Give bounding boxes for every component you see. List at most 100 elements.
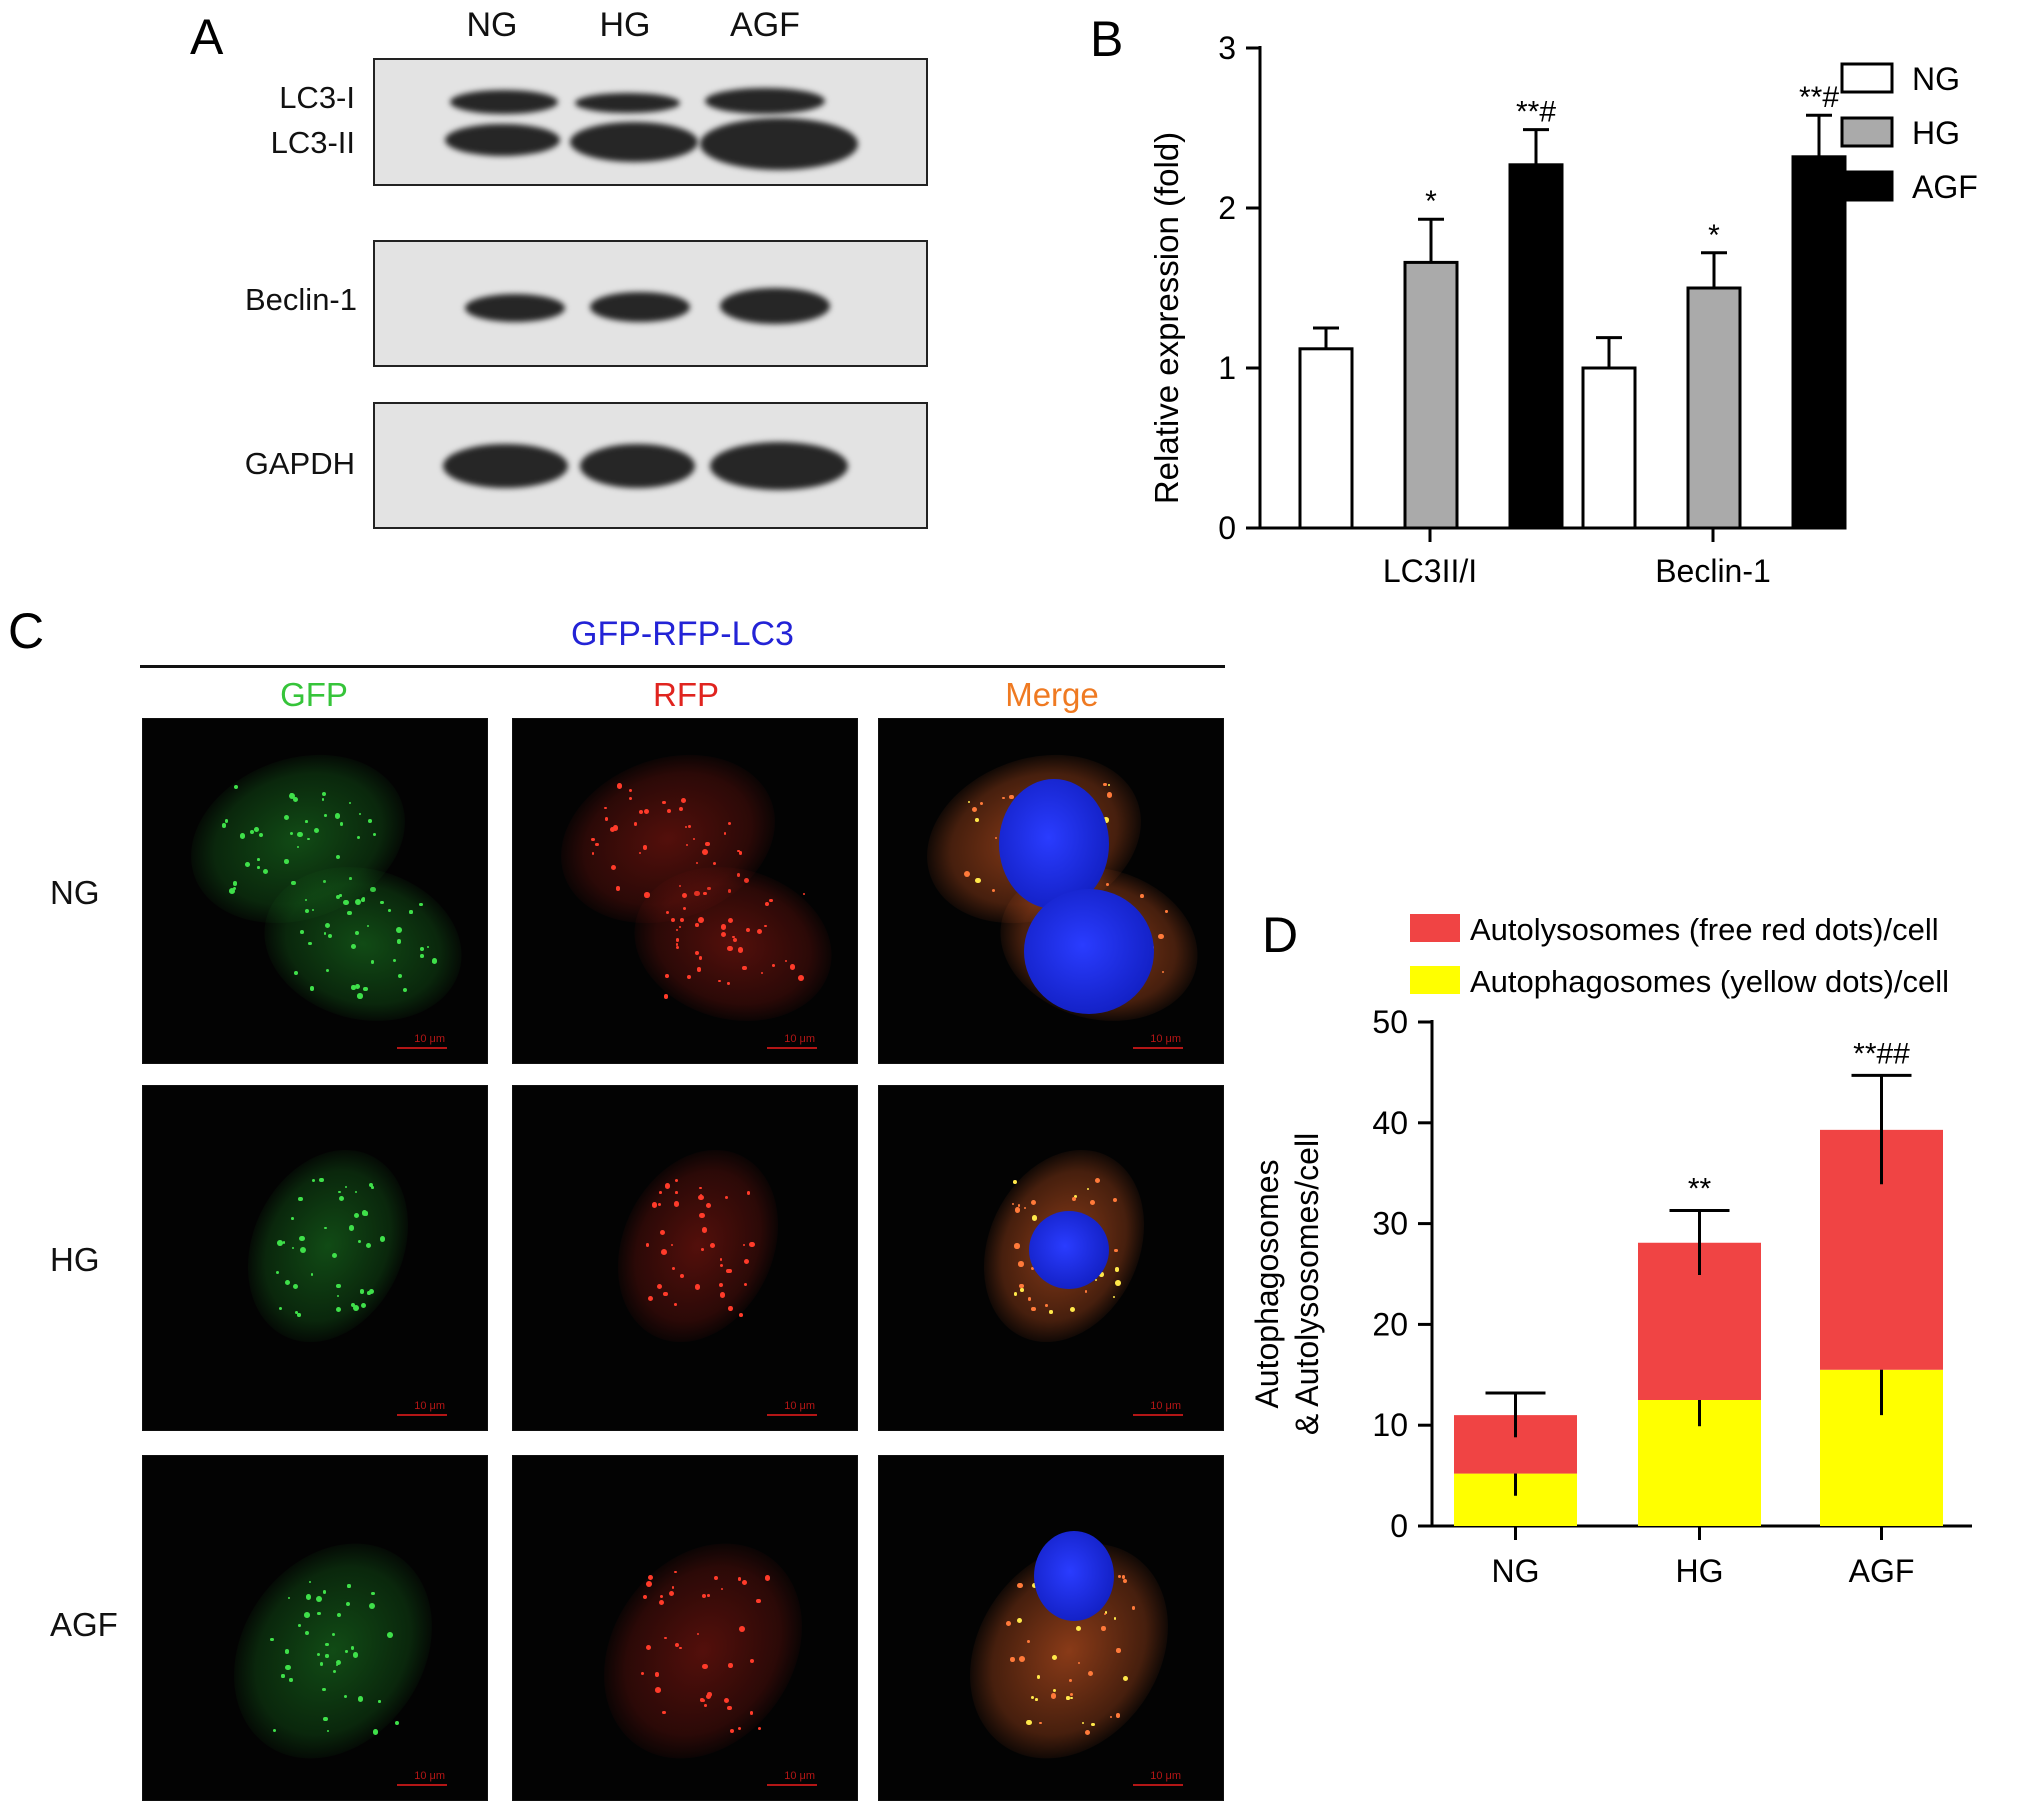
puncta	[675, 943, 679, 946]
puncta	[1103, 1612, 1107, 1616]
blot-gapdh	[373, 402, 928, 529]
puncta	[311, 1273, 314, 1276]
puncta	[706, 1202, 711, 1208]
puncta	[979, 801, 983, 805]
puncta	[591, 837, 595, 842]
puncta	[1113, 1617, 1117, 1620]
puncta	[284, 814, 290, 820]
puncta	[1018, 1261, 1024, 1267]
puncta	[348, 801, 352, 805]
puncta	[355, 984, 361, 990]
puncta	[681, 892, 687, 898]
puncta	[967, 801, 971, 804]
scale-bar	[767, 1784, 817, 1786]
puncta	[1045, 1304, 1048, 1307]
puncta	[720, 931, 727, 937]
puncta	[257, 866, 260, 869]
puncta	[299, 1247, 306, 1254]
puncta	[394, 1721, 400, 1726]
puncta	[312, 1178, 316, 1182]
puncta	[728, 1306, 733, 1312]
puncta	[666, 808, 672, 814]
puncta	[1165, 910, 1168, 913]
band	[443, 444, 568, 488]
y-tick-label: 20	[1372, 1306, 1408, 1342]
puncta	[319, 1177, 324, 1182]
puncta	[694, 950, 700, 956]
puncta	[270, 1637, 274, 1642]
micrograph: 10 μm	[512, 1455, 858, 1801]
puncta	[233, 881, 238, 886]
puncta	[1051, 1693, 1057, 1699]
puncta	[772, 964, 775, 968]
puncta	[724, 832, 727, 835]
puncta	[299, 1235, 305, 1242]
puncta	[305, 820, 308, 823]
puncta	[591, 852, 594, 855]
puncta	[233, 785, 238, 790]
puncta	[720, 924, 727, 930]
puncta	[658, 1600, 664, 1606]
puncta	[317, 1611, 321, 1616]
puncta	[262, 868, 269, 875]
puncta	[370, 1185, 374, 1189]
puncta	[1158, 933, 1164, 940]
puncta	[1027, 1297, 1032, 1301]
puncta	[379, 1235, 386, 1242]
puncta	[359, 812, 362, 815]
puncta	[272, 1729, 276, 1733]
legend-swatch	[1410, 914, 1460, 942]
puncta	[284, 1664, 291, 1671]
puncta	[728, 917, 734, 923]
band-label-beclin-1: Beclin-1	[245, 282, 357, 317]
puncta	[380, 900, 384, 905]
puncta	[610, 826, 616, 832]
panel-label-a: A	[190, 9, 224, 65]
puncta	[366, 1242, 372, 1249]
puncta	[647, 1295, 654, 1302]
puncta	[1106, 792, 1113, 798]
puncta	[336, 1283, 341, 1289]
puncta	[662, 1710, 666, 1715]
band	[570, 122, 698, 162]
puncta	[743, 1282, 748, 1287]
scale-bar-label: 10 μm	[414, 1400, 445, 1412]
puncta	[604, 817, 609, 821]
puncta	[1087, 1671, 1094, 1677]
significance-label: **	[1688, 1172, 1712, 1205]
nucleus	[1034, 1531, 1114, 1621]
puncta	[331, 1633, 336, 1637]
puncta	[297, 1313, 301, 1317]
puncta	[393, 958, 397, 962]
puncta	[352, 1652, 359, 1658]
puncta	[678, 807, 684, 812]
puncta	[288, 793, 295, 799]
puncta	[712, 862, 716, 866]
legend-label: NG	[1912, 61, 1960, 97]
panel-label-d: D	[1262, 907, 1299, 963]
puncta	[1013, 1292, 1018, 1296]
puncta	[300, 930, 305, 935]
puncta	[684, 826, 688, 829]
puncta	[706, 1694, 712, 1700]
puncta	[764, 925, 767, 928]
puncta	[675, 928, 678, 931]
puncta	[729, 1729, 734, 1734]
puncta	[675, 946, 679, 949]
puncta	[737, 946, 744, 953]
y-tick-label: 2	[1218, 190, 1236, 226]
y-tick-label: 50	[1372, 1004, 1408, 1040]
puncta	[700, 1247, 704, 1251]
puncta	[642, 845, 647, 850]
puncta	[371, 1591, 375, 1596]
puncta	[313, 827, 319, 834]
puncta	[610, 864, 616, 870]
puncta	[638, 810, 643, 815]
puncta	[1103, 783, 1107, 787]
puncta	[1114, 1248, 1118, 1252]
puncta	[345, 1650, 348, 1653]
y-tick-label: 40	[1372, 1105, 1408, 1141]
band	[720, 288, 830, 324]
significance-label: **##	[1853, 1037, 1910, 1070]
puncta	[707, 1593, 711, 1597]
